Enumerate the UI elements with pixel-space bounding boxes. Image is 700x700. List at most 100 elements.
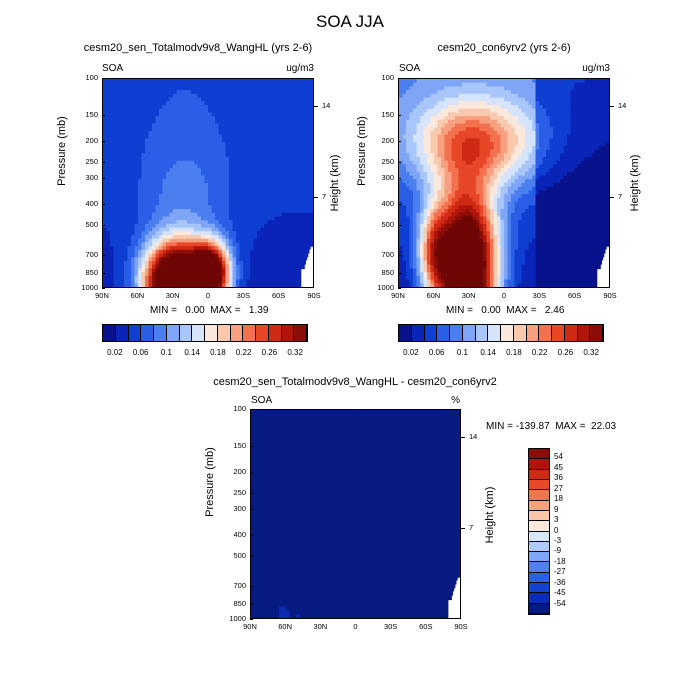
contour-cell [197, 112, 202, 117]
contour-cell [120, 212, 125, 218]
contour-cell [532, 131, 537, 136]
contour-cell [183, 194, 188, 199]
contour-cell [103, 142, 108, 147]
contour-cell [113, 149, 118, 154]
contour-cell [187, 164, 192, 169]
contour-cell [423, 131, 428, 136]
contour-cell [117, 112, 122, 117]
contour-cell [535, 123, 540, 128]
contour-cell [134, 142, 139, 147]
contour-cell [483, 123, 488, 128]
contour-cell [145, 186, 150, 192]
contour-cell [162, 86, 167, 91]
contour-cell [159, 119, 164, 125]
y-tick-label: 500 [85, 219, 98, 229]
contour-cell [173, 127, 178, 132]
contour-cell [306, 183, 311, 188]
contour-cell [190, 268, 195, 273]
contour-cell [581, 168, 586, 173]
contour-cell [208, 160, 213, 166]
contour-cell [521, 127, 526, 132]
contour-cell [218, 127, 223, 132]
contour-cell [222, 231, 227, 236]
contour-cell [511, 93, 516, 99]
contour-cell [211, 119, 216, 125]
contour-cell [229, 275, 234, 281]
contour-cell [159, 205, 164, 210]
contour-cell [131, 264, 136, 270]
contour-cell [166, 227, 171, 232]
contour-cell [180, 116, 185, 121]
contour-cell [274, 164, 279, 169]
contour-cell [138, 242, 143, 247]
contour-cell [588, 79, 593, 84]
contour-cell [222, 90, 227, 95]
contour-cell [591, 145, 596, 151]
contour-cell [152, 179, 157, 184]
contour-cell [420, 116, 425, 121]
contour-cell [285, 272, 290, 277]
contour-cell [211, 123, 216, 128]
contour-cell [309, 238, 313, 244]
contour-cell [250, 101, 255, 106]
contour-cell [187, 216, 192, 221]
contour-cell [430, 79, 435, 84]
contour-cell [103, 127, 108, 132]
contour-cell [103, 105, 108, 110]
contour-cell [257, 82, 262, 88]
y-tick-mark [102, 224, 105, 226]
contour-cell [546, 112, 551, 117]
contour-cell [257, 227, 262, 232]
contour-cell [549, 157, 554, 162]
contour-cell [399, 93, 404, 99]
contour-cell [595, 93, 600, 99]
contour-cell [176, 101, 181, 106]
contour-cell [553, 134, 558, 140]
contour-cell [250, 119, 255, 125]
contour-cell [152, 261, 157, 266]
contour-cell [204, 145, 209, 151]
contour-cell [106, 108, 111, 114]
contour-cell [413, 101, 418, 106]
contour-cell [204, 238, 209, 244]
contour-cell [162, 145, 167, 151]
contour-cell [218, 86, 223, 91]
y-tick-label: 400 [85, 199, 98, 209]
contour-cell [525, 112, 530, 117]
contour-cell [285, 127, 290, 132]
contour-cell [591, 112, 596, 117]
contour-cell [278, 190, 283, 195]
contour-cell [236, 175, 241, 180]
contour-cell [285, 212, 290, 218]
contour-cell [260, 227, 265, 232]
contour-cell [162, 138, 167, 143]
contour-cell [546, 86, 551, 91]
contour-cell [197, 246, 202, 251]
contour-cell [229, 90, 234, 95]
contour-cell [264, 93, 269, 99]
panel1-variable-label: SOA [102, 63, 124, 74]
contour-cell [218, 231, 223, 236]
topography-mask [301, 246, 313, 287]
contour-cell [292, 283, 297, 287]
contour-cell [120, 249, 125, 255]
contour-cell [299, 238, 304, 244]
contour-cell [187, 123, 192, 128]
contour-cell [169, 112, 174, 117]
contour-cell [288, 175, 293, 180]
contour-cell [253, 283, 258, 287]
contour-cell [574, 127, 579, 132]
contour-cell [567, 145, 572, 151]
contour-cell [581, 108, 586, 114]
contour-cell [211, 153, 216, 158]
contour-cell [441, 116, 446, 121]
contour-cell [458, 171, 463, 177]
contour-cell [528, 153, 533, 158]
contour-cell [159, 175, 164, 180]
contour-cell [406, 131, 411, 136]
contour-cell [106, 82, 111, 88]
contour-cell [567, 112, 572, 117]
contour-cell [427, 134, 432, 140]
contour-cell [285, 201, 290, 206]
contour-cell [239, 82, 244, 88]
